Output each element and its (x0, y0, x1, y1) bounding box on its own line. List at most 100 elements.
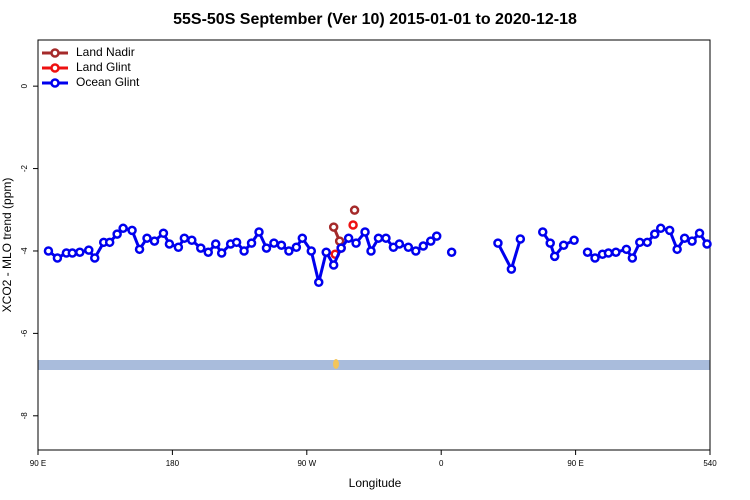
data-point (627, 253, 638, 263)
data-point (291, 242, 302, 253)
y-tick-label: -4 (20, 247, 29, 255)
data-point (276, 240, 287, 250)
data-point (261, 243, 272, 253)
data-point (118, 223, 128, 234)
data-point (655, 223, 666, 234)
chart-title: 55S-50S September (Ver 10) 2015-01-01 to… (173, 11, 577, 28)
data-point (142, 233, 152, 243)
data-point (75, 247, 85, 257)
data-point (351, 238, 361, 248)
data-point (84, 245, 94, 255)
data-point (411, 246, 421, 256)
data-point (89, 253, 100, 263)
legend-marker (50, 63, 60, 73)
data-point (702, 239, 712, 249)
data-point (179, 233, 190, 243)
x-tick-label: 90 W (297, 459, 316, 468)
data-point (313, 277, 324, 288)
data-point (582, 247, 593, 257)
data-point (328, 260, 339, 270)
data-point (558, 240, 569, 250)
x-tick-label: 90 E (30, 459, 46, 468)
data-point (642, 237, 653, 248)
data-point (112, 229, 122, 239)
data-point (694, 228, 705, 239)
data-point (104, 237, 115, 248)
data-point (210, 239, 221, 249)
data-point (149, 236, 160, 246)
data-point (366, 246, 376, 256)
data-point (403, 242, 414, 253)
legend-marker (50, 78, 60, 88)
data-point (360, 227, 370, 237)
data-point (164, 239, 175, 249)
data-point (373, 233, 384, 243)
data-point (687, 236, 697, 246)
data-point (297, 233, 308, 243)
data-point (43, 246, 54, 256)
data-point (328, 222, 339, 232)
data-point (425, 236, 436, 246)
data-point (321, 247, 331, 257)
data-point (158, 228, 169, 239)
data-point (549, 251, 560, 262)
data-point (649, 229, 660, 239)
data-point (336, 243, 346, 253)
data-point (67, 248, 78, 258)
legend-label: Ocean Glint (76, 75, 140, 89)
x-tick-label: 540 (703, 459, 717, 468)
data-point (569, 235, 579, 246)
y-tick-label: 0 (20, 83, 29, 88)
data-point (203, 247, 213, 257)
data-point (394, 239, 405, 249)
x-tick-label: 90 E (567, 459, 583, 468)
data-point (246, 238, 257, 248)
x-axis-label: Longitude (349, 476, 402, 490)
data-point (603, 248, 614, 258)
legend-label: Land Glint (76, 60, 131, 74)
data-point (52, 253, 63, 263)
legend-label: Land Nadir (76, 45, 135, 59)
data-point (537, 227, 548, 237)
data-point (173, 242, 184, 253)
y-tick-label: -8 (20, 412, 29, 420)
data-point (590, 253, 600, 263)
data-point (348, 220, 358, 230)
data-point (231, 237, 242, 248)
y-tick-label: -6 (20, 329, 29, 337)
y-tick-label: -2 (20, 164, 29, 172)
x-tick-label: 0 (439, 459, 444, 468)
land-patch (333, 359, 339, 369)
data-point (187, 235, 197, 246)
data-point (446, 247, 457, 257)
data-point (239, 246, 249, 256)
data-point (545, 238, 555, 248)
data-point (515, 234, 526, 244)
data-point (506, 264, 517, 274)
data-point (127, 225, 137, 236)
data-point (284, 246, 294, 256)
data-point (381, 233, 391, 243)
data-point (611, 247, 621, 257)
legend-marker (50, 48, 60, 58)
data-point (343, 233, 354, 243)
data-point (196, 243, 206, 253)
x-tick-label: 180 (166, 459, 180, 468)
data-point (216, 248, 227, 258)
data-point (431, 231, 442, 241)
data-point (672, 244, 682, 255)
data-point (349, 205, 360, 215)
data-point (269, 238, 279, 248)
y-axis-label: XCO2 - MLO trend (ppm) (0, 178, 14, 313)
data-point (254, 227, 264, 237)
data-point (664, 225, 675, 236)
data-point (493, 238, 503, 248)
data-point (635, 237, 645, 248)
data-point (418, 241, 429, 251)
data-point (134, 244, 145, 255)
data-point (679, 233, 690, 243)
ocean-strip (38, 360, 710, 370)
data-point (621, 244, 632, 255)
data-point (306, 246, 317, 256)
